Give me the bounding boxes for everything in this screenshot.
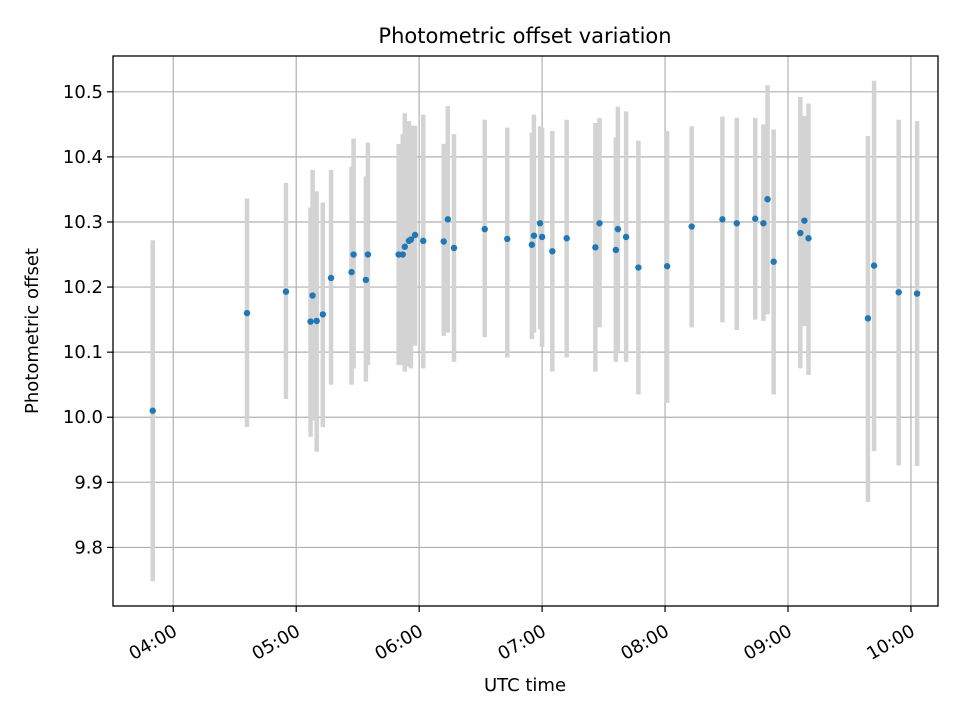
data-point xyxy=(149,407,156,414)
data-point xyxy=(760,220,767,227)
data-point xyxy=(549,248,556,255)
data-point xyxy=(688,223,695,230)
data-point xyxy=(797,229,804,237)
data-point xyxy=(614,225,622,233)
y-axis-ticks: 9.8 9.9 10.0 10.1 10.2 10.3 10.4 10.5 xyxy=(63,82,113,558)
y-tick-label: 10.5 xyxy=(63,82,103,103)
data-point xyxy=(348,268,355,276)
data-point xyxy=(864,315,872,322)
data-point xyxy=(752,215,759,222)
data-point xyxy=(805,235,812,242)
data-point xyxy=(282,288,290,295)
data-point xyxy=(592,244,599,251)
data-point xyxy=(635,264,642,271)
data-point xyxy=(407,236,415,243)
data-point xyxy=(401,243,409,250)
y-tick-label: 9.9 xyxy=(74,472,103,493)
data-point xyxy=(530,232,538,239)
data-point xyxy=(733,220,740,227)
data-point xyxy=(913,290,921,297)
data-point xyxy=(719,216,726,223)
data-point xyxy=(364,251,372,258)
data-point xyxy=(504,235,511,243)
data-point xyxy=(350,251,357,258)
data-point xyxy=(538,233,546,241)
data-point xyxy=(440,238,447,245)
data-point xyxy=(309,292,316,299)
data-point xyxy=(528,241,536,248)
plot-frame xyxy=(112,55,939,607)
x-axis-label: UTC time xyxy=(484,675,566,696)
data-point xyxy=(327,274,335,282)
data-point xyxy=(362,276,370,284)
y-tick-label: 10.3 xyxy=(63,212,103,233)
data-point xyxy=(420,237,427,245)
data-point xyxy=(450,244,458,252)
y-tick-label: 10.4 xyxy=(63,147,103,168)
data-point xyxy=(313,317,320,325)
data-point xyxy=(307,318,314,325)
data-point xyxy=(770,258,777,265)
data-point xyxy=(764,195,771,203)
chart-title: Photometric offset variation xyxy=(378,24,671,48)
data-point xyxy=(481,225,488,233)
y-tick-label: 10.2 xyxy=(63,277,103,298)
data-point xyxy=(801,217,808,224)
data-point xyxy=(319,311,327,318)
y-axis-label: Photometric offset xyxy=(22,248,43,414)
data-point xyxy=(622,233,630,241)
data-point xyxy=(536,220,544,227)
data-point xyxy=(895,289,902,296)
data-point xyxy=(444,216,452,223)
data-point xyxy=(243,309,251,317)
y-tick-label: 10.1 xyxy=(63,342,103,363)
data-point xyxy=(596,220,603,227)
data-point xyxy=(612,246,620,254)
data-point xyxy=(870,262,878,269)
data-point xyxy=(411,231,419,239)
y-tick-label: 9.8 xyxy=(74,537,103,558)
y-tick-label: 10.0 xyxy=(63,407,103,428)
data-point xyxy=(663,263,671,270)
data-point xyxy=(399,251,406,258)
data-point xyxy=(563,235,570,242)
data-points xyxy=(149,195,921,414)
